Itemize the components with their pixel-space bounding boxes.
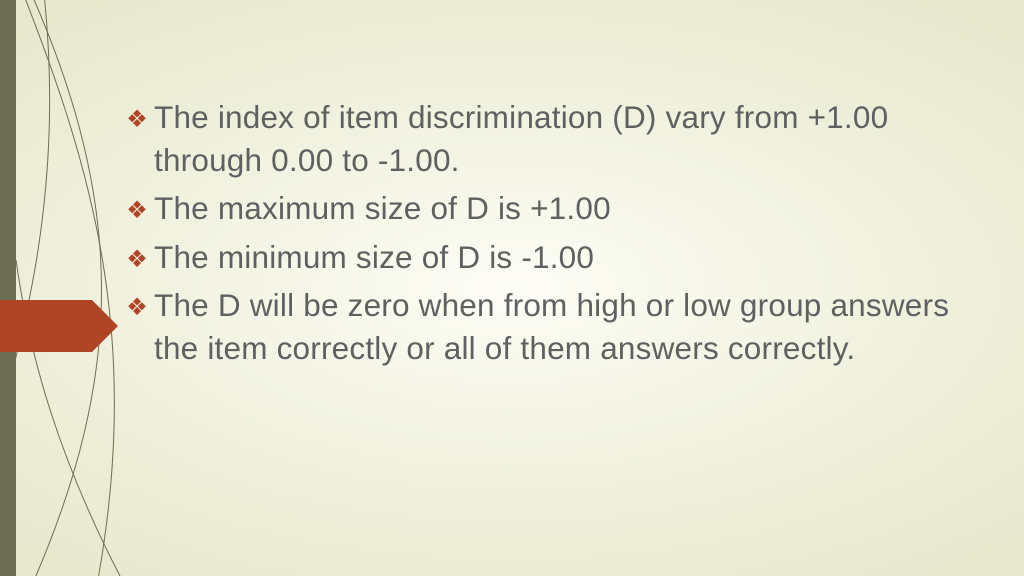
- list-item: ❖ The maximum size of D is +1.00: [120, 187, 970, 230]
- diamond-bullet-icon: ❖: [120, 291, 154, 325]
- diamond-bullet-icon: ❖: [120, 243, 154, 277]
- list-item: ❖ The index of item discrimination (D) v…: [120, 96, 970, 181]
- content-area: ❖ The index of item discrimination (D) v…: [120, 96, 970, 375]
- bullet-text: The D will be zero when from high or low…: [154, 284, 970, 369]
- list-item: ❖ The D will be zero when from high or l…: [120, 284, 970, 369]
- bullet-text: The minimum size of D is -1.00: [154, 236, 970, 279]
- diamond-bullet-icon: ❖: [120, 103, 154, 137]
- bullet-text: The index of item discrimination (D) var…: [154, 96, 970, 181]
- diamond-bullet-icon: ❖: [120, 194, 154, 228]
- arrow-accent: [0, 300, 112, 352]
- left-accent-bar: [0, 0, 16, 576]
- list-item: ❖ The minimum size of D is -1.00: [120, 236, 970, 279]
- bullet-text: The maximum size of D is +1.00: [154, 187, 970, 230]
